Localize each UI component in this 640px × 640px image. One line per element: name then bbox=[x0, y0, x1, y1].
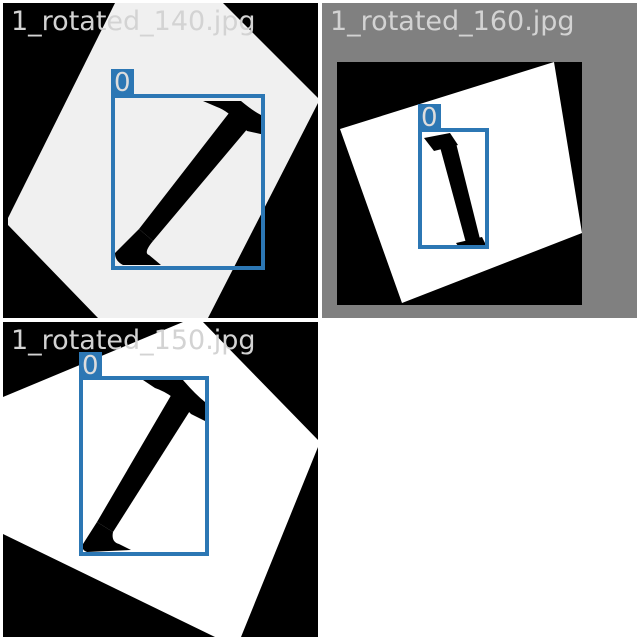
file-name-label: 1_rotated_150.jpg bbox=[11, 325, 256, 356]
box-class-label: 0 bbox=[418, 104, 441, 132]
box-class-label: 0 bbox=[111, 69, 134, 97]
bounding-box bbox=[79, 376, 209, 556]
file-name-label: 1_rotated_160.jpg bbox=[330, 6, 575, 37]
tile-empty bbox=[322, 322, 637, 637]
glyph-serif-bottom bbox=[82, 522, 131, 552]
rotated-page bbox=[8, 3, 318, 318]
glyph-stem bbox=[97, 392, 193, 532]
tile-rotated-150: 0 1_rotated_150.jpg bbox=[3, 322, 318, 637]
rotated-page-image bbox=[3, 3, 318, 318]
box-class-label: 0 bbox=[79, 352, 102, 380]
glyph-stem bbox=[440, 143, 480, 243]
tile-rotated-140: 0 1_rotated_140.jpg bbox=[3, 3, 318, 318]
tile-rotated-160: 0 1_rotated_160.jpg bbox=[322, 3, 637, 318]
rotated-page-image bbox=[322, 3, 637, 318]
file-name-label: 1_rotated_140.jpg bbox=[11, 6, 256, 37]
glyph-serif-top bbox=[143, 380, 207, 422]
glyph-serif-bottom bbox=[115, 229, 161, 265]
bounding-box bbox=[111, 94, 265, 270]
glyph-stem bbox=[139, 113, 249, 241]
glyph-serif-top bbox=[203, 101, 265, 135]
bounding-box bbox=[418, 128, 489, 249]
